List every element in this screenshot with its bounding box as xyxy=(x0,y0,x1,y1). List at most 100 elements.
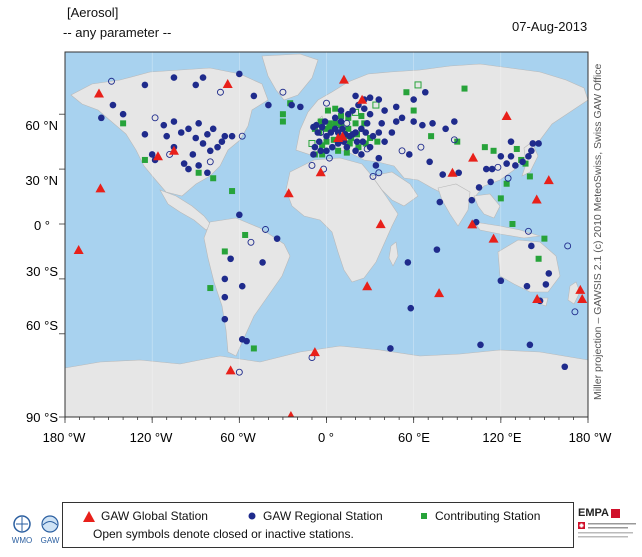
contributing-station-marker[interactable] xyxy=(358,113,365,120)
global-station-marker[interactable] xyxy=(468,152,479,162)
contributing-station-inactive-marker[interactable] xyxy=(414,81,422,89)
regional-station-marker[interactable] xyxy=(195,162,202,169)
contributing-station-marker[interactable] xyxy=(332,105,339,112)
regional-station-marker[interactable] xyxy=(392,103,400,111)
regional-station-inactive-marker[interactable] xyxy=(216,88,224,96)
regional-station-marker[interactable] xyxy=(349,107,356,114)
contributing-station-marker[interactable] xyxy=(509,221,516,227)
regional-station-marker[interactable] xyxy=(334,129,342,136)
regional-station-marker[interactable] xyxy=(375,96,383,103)
contributing-station-marker[interactable] xyxy=(503,180,510,187)
regional-station-marker[interactable] xyxy=(199,74,207,81)
regional-station-marker[interactable] xyxy=(433,246,441,253)
regional-station-inactive-marker[interactable] xyxy=(494,163,502,171)
regional-station-marker[interactable] xyxy=(236,211,243,219)
contributing-station-marker[interactable] xyxy=(513,145,520,152)
regional-station-marker[interactable] xyxy=(507,152,515,160)
regional-station-marker[interactable] xyxy=(360,105,368,113)
regional-station-marker[interactable] xyxy=(372,162,380,169)
contributing-station-marker[interactable] xyxy=(374,138,381,145)
regional-station-inactive-marker[interactable] xyxy=(369,172,377,180)
contributing-station-marker[interactable] xyxy=(242,231,249,238)
regional-station-marker[interactable] xyxy=(375,154,383,162)
contributing-station-marker[interactable] xyxy=(324,107,331,114)
global-station-marker[interactable] xyxy=(375,219,386,229)
regional-station-marker[interactable] xyxy=(439,171,447,178)
regional-station-marker[interactable] xyxy=(388,129,396,136)
regional-station-marker[interactable] xyxy=(259,259,266,266)
regional-station-marker[interactable] xyxy=(163,132,170,140)
contributing-station-marker[interactable] xyxy=(221,248,228,255)
regional-station-marker[interactable] xyxy=(323,132,330,140)
regional-station-inactive-marker[interactable] xyxy=(375,169,383,177)
regional-station-marker[interactable] xyxy=(160,121,168,129)
regional-station-marker[interactable] xyxy=(369,132,377,140)
regional-station-marker[interactable] xyxy=(214,143,221,151)
regional-station-marker[interactable] xyxy=(185,165,192,173)
regional-station-inactive-marker[interactable] xyxy=(450,136,458,144)
regional-station-marker[interactable] xyxy=(170,74,178,81)
regional-station-marker[interactable] xyxy=(525,152,532,160)
contributing-station-marker[interactable] xyxy=(335,147,342,154)
contributing-station-marker[interactable] xyxy=(490,147,497,154)
regional-station-marker[interactable] xyxy=(406,151,413,158)
regional-station-marker[interactable] xyxy=(419,121,426,129)
contributing-station-marker[interactable] xyxy=(210,175,217,182)
regional-station-marker[interactable] xyxy=(273,235,281,242)
regional-station-marker[interactable] xyxy=(523,282,531,290)
regional-station-inactive-marker[interactable] xyxy=(524,227,532,235)
regional-station-marker[interactable] xyxy=(535,140,542,147)
contributing-station-marker[interactable] xyxy=(343,149,350,156)
regional-station-inactive-marker[interactable] xyxy=(235,368,243,376)
regional-station-marker[interactable] xyxy=(381,138,388,145)
contributing-station-marker[interactable] xyxy=(323,125,330,132)
regional-station-marker[interactable] xyxy=(315,138,323,145)
global-station-marker[interactable] xyxy=(283,188,294,198)
regional-station-marker[interactable] xyxy=(221,275,229,283)
global-station-marker[interactable] xyxy=(315,167,326,177)
global-station-marker[interactable] xyxy=(73,244,84,254)
regional-station-marker[interactable] xyxy=(119,110,127,118)
regional-station-marker[interactable] xyxy=(410,96,417,103)
global-station-marker[interactable] xyxy=(467,219,478,229)
global-station-marker[interactable] xyxy=(309,347,320,357)
regional-station-inactive-marker[interactable] xyxy=(564,242,572,250)
regional-station-marker[interactable] xyxy=(337,107,345,114)
regional-station-marker[interactable] xyxy=(327,129,335,136)
regional-station-marker[interactable] xyxy=(358,151,365,158)
contributing-station-marker[interactable] xyxy=(326,120,333,127)
regional-station-marker[interactable] xyxy=(192,81,200,89)
contributing-station-marker[interactable] xyxy=(279,111,286,118)
regional-station-marker[interactable] xyxy=(363,120,371,127)
regional-station-inactive-marker[interactable] xyxy=(323,99,330,107)
regional-station-marker[interactable] xyxy=(177,129,185,136)
contributing-station-marker[interactable] xyxy=(410,107,417,114)
global-station-marker[interactable] xyxy=(488,233,499,243)
regional-station-inactive-marker[interactable] xyxy=(417,143,425,151)
regional-station-marker[interactable] xyxy=(170,118,178,125)
regional-station-marker[interactable] xyxy=(337,118,345,125)
contributing-station-marker[interactable] xyxy=(327,124,334,131)
regional-station-marker[interactable] xyxy=(359,138,367,145)
global-station-marker[interactable] xyxy=(577,294,588,304)
regional-station-marker[interactable] xyxy=(180,160,188,167)
regional-station-marker[interactable] xyxy=(545,270,553,277)
contributing-station-marker[interactable] xyxy=(352,120,359,127)
regional-station-marker[interactable] xyxy=(528,242,535,250)
regional-station-marker[interactable] xyxy=(323,147,330,155)
regional-station-marker[interactable] xyxy=(488,165,496,173)
contributing-station-marker[interactable] xyxy=(355,144,362,151)
regional-station-marker[interactable] xyxy=(250,92,258,100)
contributing-station-marker[interactable] xyxy=(330,136,337,143)
regional-station-marker[interactable] xyxy=(318,123,326,131)
contributing-station-marker[interactable] xyxy=(367,134,374,141)
contributing-station-marker[interactable] xyxy=(319,151,326,158)
contributing-station-marker[interactable] xyxy=(526,173,533,180)
regional-station-marker[interactable] xyxy=(487,178,494,186)
regional-station-inactive-marker[interactable] xyxy=(108,77,115,85)
global-station-marker[interactable] xyxy=(434,288,445,298)
regional-station-marker[interactable] xyxy=(192,134,200,142)
regional-station-marker[interactable] xyxy=(109,101,117,109)
regional-station-marker[interactable] xyxy=(477,341,484,349)
regional-station-marker[interactable] xyxy=(352,147,359,155)
